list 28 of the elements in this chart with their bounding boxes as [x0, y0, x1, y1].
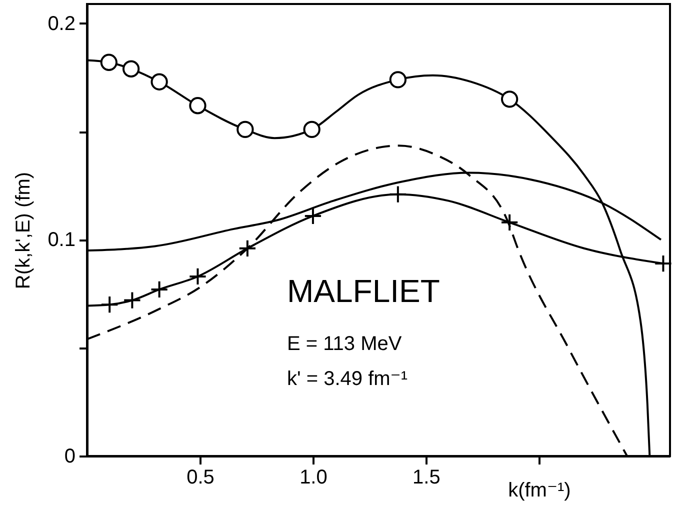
x-axis-title: k(fm⁻¹)	[508, 480, 571, 502]
annotation: k' = 3.49 fm⁻¹	[287, 368, 408, 390]
point	[389, 71, 407, 88]
point	[303, 120, 320, 138]
x-tick-label: 1.5	[412, 466, 440, 488]
x-tick-label: 1.0	[300, 466, 328, 488]
point	[150, 280, 168, 299]
point	[238, 239, 256, 258]
point	[304, 206, 322, 226]
y-tick-label: 0	[64, 446, 76, 468]
annotation: MALFLIET	[287, 273, 440, 309]
point	[100, 296, 119, 314]
point	[188, 267, 207, 286]
y-tick-label: 0.1	[48, 229, 76, 252]
point	[122, 60, 140, 78]
point	[100, 54, 118, 71]
point	[189, 97, 206, 114]
point	[654, 254, 672, 273]
point	[388, 185, 407, 204]
point	[236, 120, 254, 138]
point	[500, 213, 519, 232]
y-tick-label: 0.2	[48, 12, 76, 35]
point	[123, 291, 142, 310]
y-axis-title: R(k,k',E) (fm)	[12, 172, 35, 290]
annotation: E = 113 MeV	[287, 333, 402, 355]
point	[500, 90, 518, 108]
x-tick-label: 0.5	[186, 466, 214, 488]
point	[150, 73, 168, 90]
